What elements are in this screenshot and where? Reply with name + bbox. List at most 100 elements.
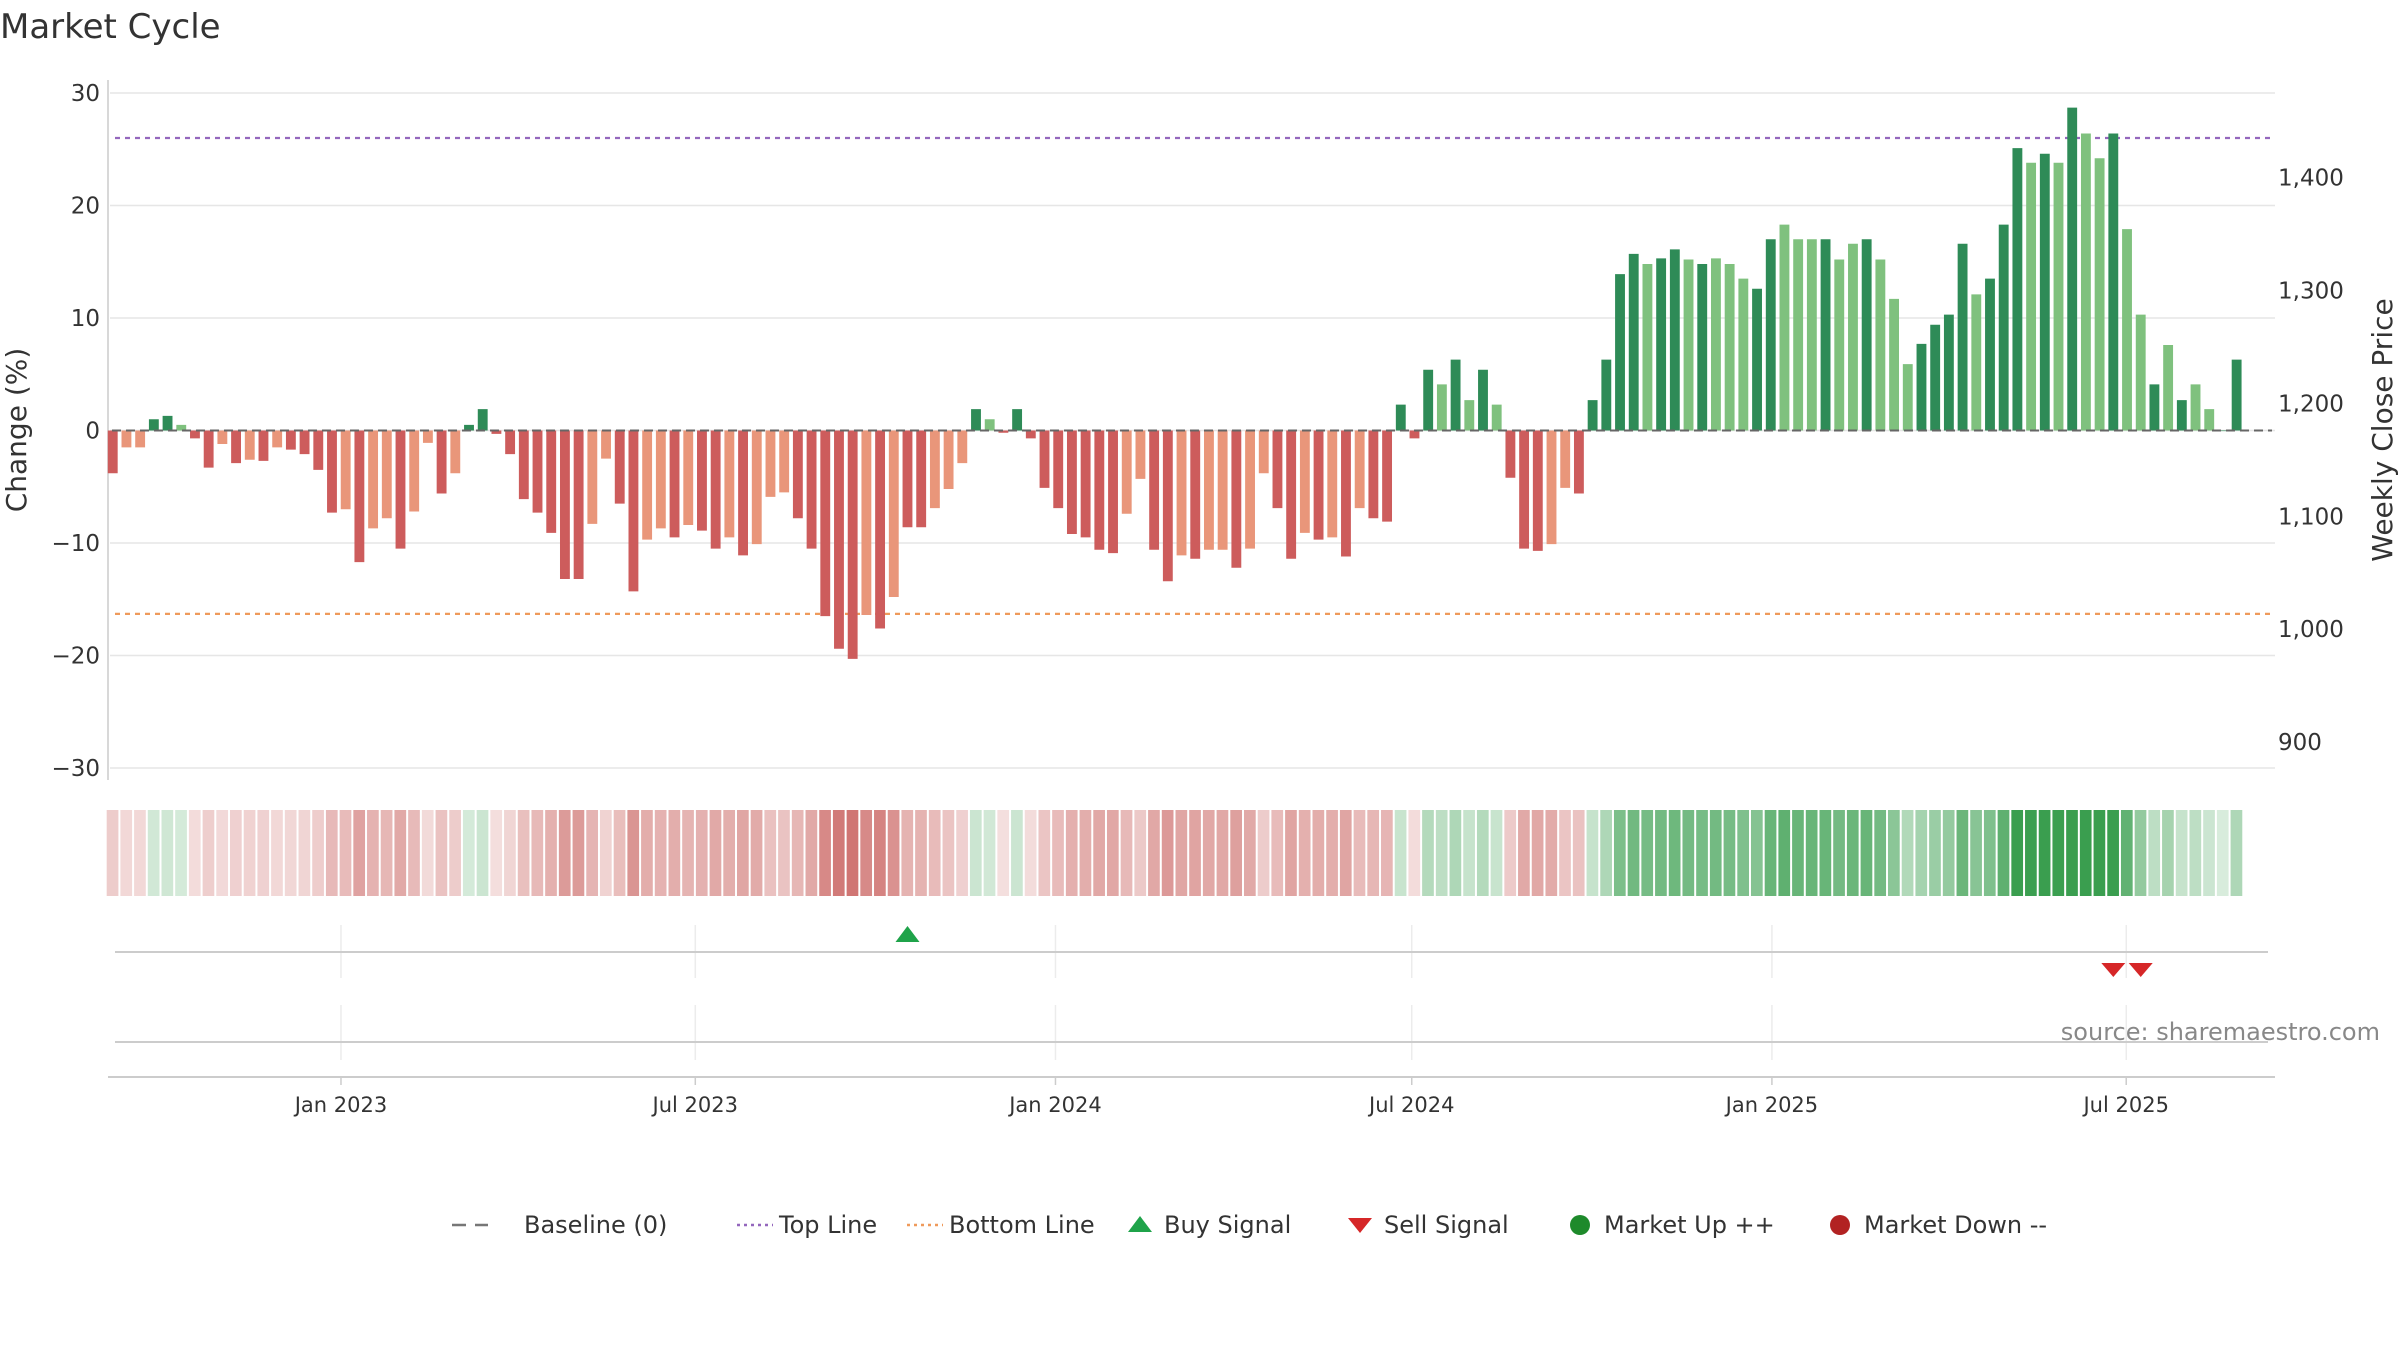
bar [546, 430, 557, 533]
bar [1012, 409, 1023, 431]
y-axis-left-ticks: 30 20 10 0 −10 −20 −30 [51, 81, 100, 782]
bar [2039, 153, 2050, 431]
bar [395, 430, 406, 549]
bar [1546, 430, 1557, 545]
bar [1162, 430, 1173, 582]
heat-cell [928, 810, 941, 896]
heat-cell [1929, 810, 1941, 896]
bar [1149, 430, 1160, 550]
bar [2108, 133, 2119, 431]
bar [1094, 430, 1105, 550]
bar [1121, 430, 1132, 514]
heat-cell [558, 810, 571, 896]
heat-cell [1819, 810, 1832, 896]
heat-cell [435, 810, 448, 896]
y-tick-label: −30 [51, 756, 100, 782]
bar [2204, 409, 2215, 431]
bar [1423, 369, 1434, 431]
heat-cell [723, 810, 736, 896]
bar [464, 424, 474, 431]
heat-cell [284, 810, 297, 896]
heat-cell [586, 810, 598, 896]
heat-cell [695, 810, 708, 896]
bar [1341, 430, 1351, 557]
heat-cell [1627, 810, 1640, 896]
legend: Baseline (0) Top Line Bottom Line Buy Signa… [452, 1211, 2047, 1239]
bar [888, 430, 899, 597]
heat-cell [1381, 810, 1393, 896]
heat-cell [1243, 810, 1256, 896]
bar [2094, 158, 2105, 431]
legend-buy-icon [1128, 1216, 1152, 1232]
signal-panel [108, 925, 2275, 1078]
bar [2012, 148, 2023, 431]
heat-cell [2107, 810, 2119, 896]
heat-cell [832, 810, 845, 896]
heat-cell [956, 810, 968, 896]
bars [107, 107, 2242, 659]
y-tick-label: 10 [71, 306, 100, 332]
bar [1902, 364, 1913, 431]
heat-cell [764, 810, 777, 896]
y-tick-label: 0 [85, 419, 100, 445]
heat-cell [2189, 810, 2202, 896]
bar [984, 419, 995, 431]
bar [258, 430, 269, 461]
bar [806, 430, 817, 549]
heat-cell [449, 810, 461, 896]
heat-cell [216, 810, 229, 896]
heat-cell [188, 810, 201, 896]
y2-axis-title: Weekly Close Price [2366, 298, 2399, 561]
legend-item: Top Line [737, 1211, 877, 1239]
heat-cell [2066, 810, 2078, 896]
bar [587, 430, 598, 524]
heat-cell [2162, 810, 2174, 896]
bar [1724, 264, 1735, 431]
heat-cell [312, 810, 324, 896]
heat-cell [1189, 810, 1201, 896]
y-axis-right-ticks: 1,400 1,300 1,200 1,100 1,000 900 [2278, 166, 2344, 756]
heat-cell [1202, 810, 1215, 896]
bar [381, 430, 392, 519]
heat-cell [2038, 810, 2051, 896]
y2-tick-label: 900 [2278, 730, 2322, 756]
heat-cell [202, 810, 215, 896]
heat-cell [860, 810, 873, 896]
bar [2067, 107, 2078, 431]
bar [847, 430, 858, 659]
bar [1793, 239, 1804, 431]
heat-cell [1449, 810, 1462, 896]
heat-cell [462, 810, 475, 896]
y-tick-label: −10 [51, 531, 100, 557]
heat-cell [1737, 810, 1749, 896]
bar [1436, 384, 1447, 431]
heat-cell [997, 810, 1010, 896]
bar [573, 430, 584, 579]
heat-cell [2175, 810, 2188, 896]
heat-cell [709, 810, 722, 896]
bar [2080, 133, 2091, 431]
bar [1738, 278, 1749, 431]
heat-cell [791, 810, 804, 896]
y-axis-title: Change (%) [0, 348, 33, 513]
bar [327, 430, 337, 513]
bar [1245, 430, 1255, 549]
heat-cell [1339, 810, 1352, 896]
bar [217, 430, 228, 444]
heat-cell [2148, 810, 2161, 896]
heat-cell [983, 810, 996, 896]
bar [655, 430, 666, 529]
bar [190, 430, 200, 439]
bar [1560, 430, 1571, 488]
bar [176, 424, 187, 431]
bar [1313, 430, 1324, 540]
heat-cell [1271, 810, 1284, 896]
bar [518, 430, 529, 500]
heat-cell [1052, 810, 1064, 896]
bar [738, 430, 748, 556]
heat-cell [1038, 810, 1051, 896]
bar [724, 430, 735, 538]
bar [1505, 430, 1516, 478]
heat-cell [243, 810, 256, 896]
bar [1272, 430, 1283, 509]
